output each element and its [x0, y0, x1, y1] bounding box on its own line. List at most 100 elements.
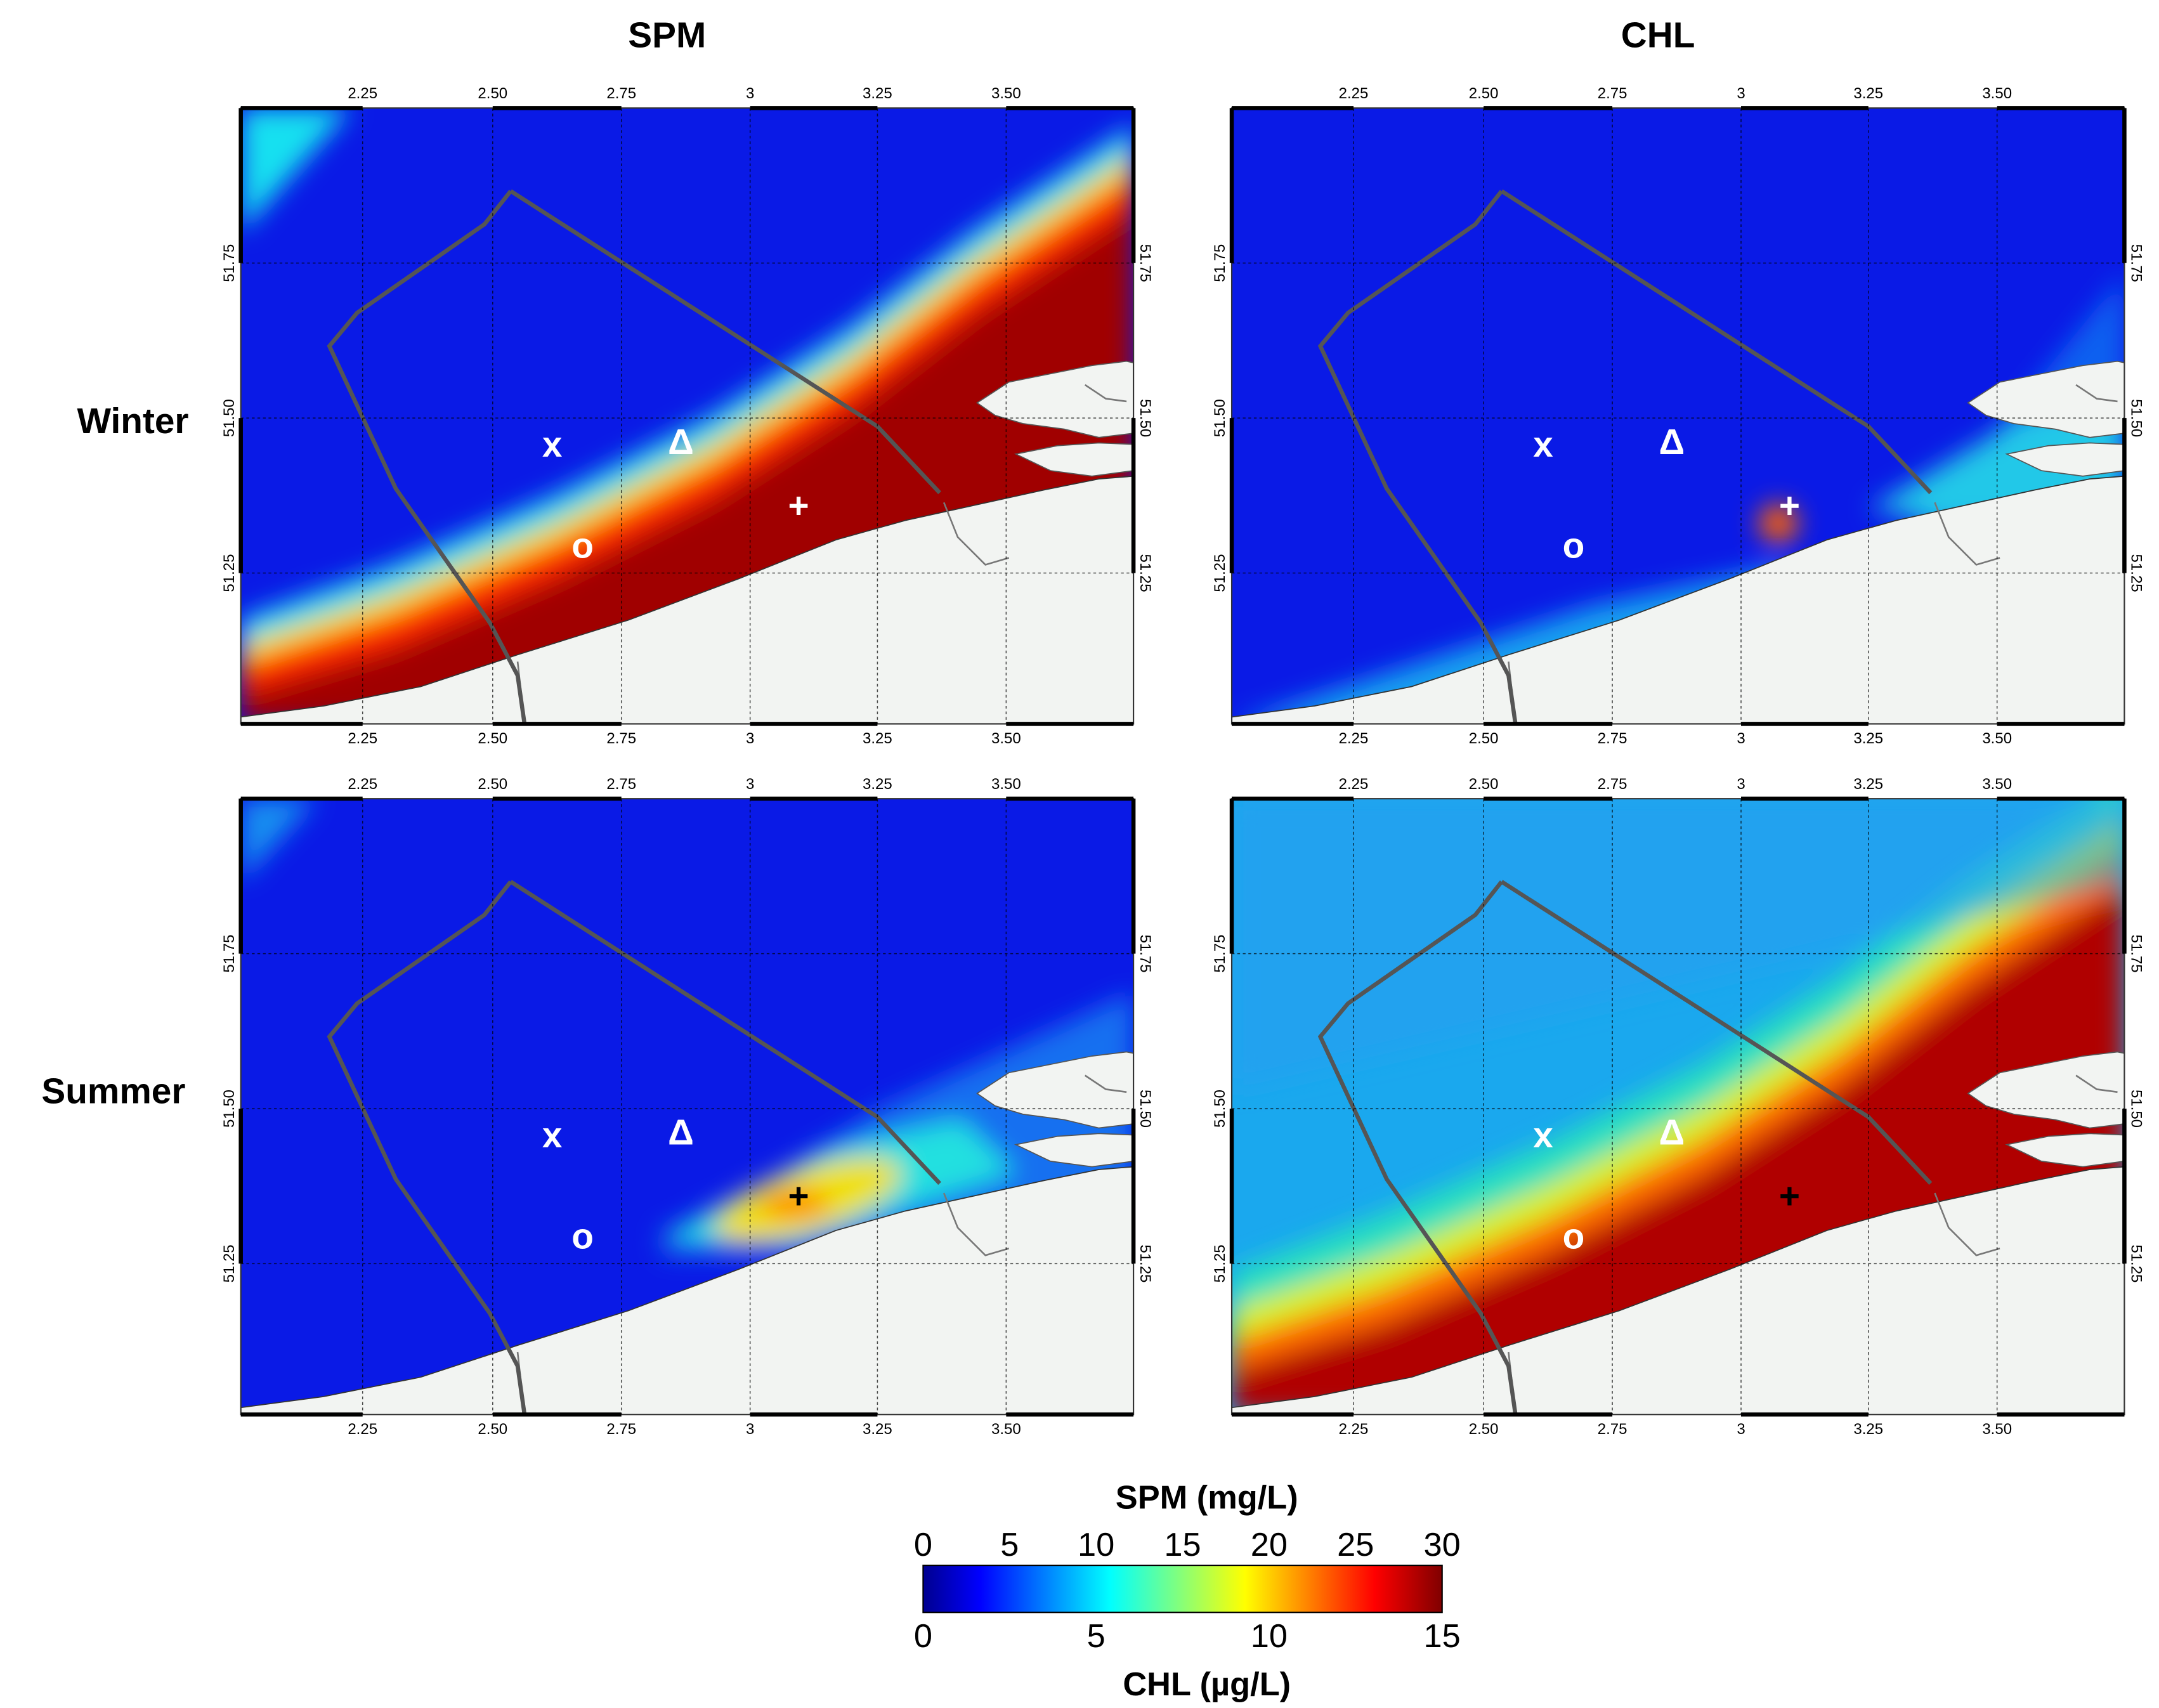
lat-tick-label: 51.50 — [1137, 399, 1154, 437]
lat-tick-label: 51.75 — [1211, 935, 1229, 973]
lon-tick-label: 3.50 — [991, 730, 1021, 747]
colorbar-spm-tick: 10 — [1078, 1527, 1114, 1563]
lat-tick-label: 51.50 — [2127, 1090, 2144, 1128]
station-delta-marker: Δ — [1659, 1113, 1685, 1153]
lon-tick-label: 2.25 — [1339, 1421, 1369, 1438]
station-plus-marker: + — [1779, 1177, 1800, 1216]
lat-tick-label: 51.75 — [2127, 244, 2144, 282]
lon-tick-label: 3.25 — [1853, 730, 1883, 747]
lon-tick-label: 2.25 — [348, 1421, 377, 1438]
colorbar-spm-title: SPM (mg/L) — [1116, 1480, 1298, 1516]
lat-tick-label: 51.75 — [221, 935, 238, 973]
lat-tick-label: 51.50 — [2127, 399, 2144, 437]
panel-chl-winter: 2.25 2.25 2.50 2.50 2.75 2.75 3 3 3.25 3.25 3.50 3.… — [1211, 85, 2144, 747]
lat-tick-label: 51.50 — [1211, 399, 1229, 437]
lon-tick-label: 2.75 — [1598, 1421, 1627, 1438]
lat-tick-label: 51.25 — [2127, 1244, 2144, 1282]
station-o-marker: o — [1563, 526, 1585, 566]
graticule — [1232, 799, 2125, 1415]
lon-tick-label: 2.75 — [606, 776, 636, 793]
coastline-land — [1232, 475, 2125, 724]
colorbar-chl-tick: 15 — [1424, 1618, 1461, 1655]
lon-tick-label: 2.50 — [1469, 730, 1499, 747]
lat-tick-label: 51.75 — [1211, 244, 1229, 282]
lon-tick-label: 3 — [746, 1421, 754, 1438]
island — [1014, 442, 1134, 477]
colorbar-gradient — [922, 1564, 1443, 1613]
panel-frame — [240, 798, 1135, 1416]
row-title-winter: Winter — [77, 401, 189, 441]
lon-tick-label: 2.75 — [606, 85, 636, 102]
lon-tick-label: 3.25 — [1853, 776, 1883, 793]
coastline-land — [240, 1166, 1134, 1415]
lat-tick-label: 51.75 — [1137, 935, 1154, 973]
lon-tick-label: 3 — [1737, 730, 1745, 747]
lon-tick-label: 3.25 — [863, 85, 892, 102]
lon-tick-label: 2.50 — [1469, 1421, 1499, 1438]
column-title-chl: CHL — [1621, 15, 1695, 55]
lat-tick-label: 51.75 — [2127, 935, 2144, 973]
lat-tick-label: 51.25 — [2127, 554, 2144, 592]
colorbar: SPM (mg/L) 0 5 10 15 20 25 30 0 5 10 15 CHL (µg/L… — [914, 1480, 1461, 1704]
lat-tick-label: 51.25 — [1137, 1244, 1154, 1282]
station-delta-marker: Δ — [668, 1113, 694, 1153]
lon-tick-label: 3.50 — [1982, 776, 2012, 793]
panel-frame — [240, 107, 1135, 725]
panel-frame — [1230, 107, 2125, 725]
lon-tick-label: 2.75 — [1598, 85, 1627, 102]
lon-tick-label: 3 — [746, 776, 754, 793]
lon-tick-label: 2.75 — [606, 730, 636, 747]
lon-tick-label: 2.25 — [1339, 85, 1369, 102]
colorbar-chl-title: CHL (µg/L) — [1123, 1666, 1291, 1703]
lon-tick-label: 2.50 — [1469, 776, 1499, 793]
colorbar-spm-tick: 0 — [914, 1527, 932, 1563]
lon-tick-label: 3.50 — [1982, 1421, 2012, 1438]
lon-tick-label: 3.25 — [863, 730, 892, 747]
station-x-marker: x — [1533, 425, 1553, 465]
station-plus-marker: + — [1779, 486, 1800, 526]
panel-chl-summer: 2.25 2.25 2.50 2.50 2.75 2.75 3 3 3.25 3.25 3.50 3.… — [1211, 776, 2144, 1438]
lon-tick-label: 3 — [1737, 85, 1745, 102]
colorbar-chl-tick: 5 — [1087, 1618, 1106, 1655]
lat-tick-label: 51.50 — [221, 399, 238, 437]
lat-tick-label: 51.75 — [1137, 244, 1154, 282]
lon-tick-label: 2.50 — [478, 85, 507, 102]
island — [2005, 442, 2125, 477]
lon-tick-label: 2.25 — [348, 85, 377, 102]
lon-tick-label: 3.25 — [863, 1421, 892, 1438]
station-o-marker: o — [571, 526, 594, 566]
lon-tick-label: 3.50 — [991, 85, 1021, 102]
lon-tick-label: 2.50 — [478, 730, 507, 747]
lon-tick-label: 3.50 — [1982, 85, 2012, 102]
lon-tick-label: 2.50 — [478, 1421, 507, 1438]
lon-tick-label: 3 — [746, 85, 754, 102]
lon-tick-label: 2.25 — [1339, 776, 1369, 793]
coastline-land — [1232, 1166, 2125, 1415]
lon-tick-label: 3.50 — [991, 1421, 1021, 1438]
station-o-marker: o — [1563, 1216, 1585, 1256]
lat-tick-label: 51.25 — [221, 554, 238, 592]
colorbar-spm-tick: 30 — [1424, 1527, 1461, 1563]
lon-tick-label: 3 — [1737, 1421, 1745, 1438]
lon-tick-label: 3.25 — [863, 776, 892, 793]
lon-tick-label: 2.50 — [478, 776, 507, 793]
colorbar-spm-tick: 15 — [1164, 1527, 1201, 1563]
lat-tick-label: 51.50 — [1137, 1090, 1154, 1128]
lat-tick-label: 51.75 — [221, 244, 238, 282]
station-plus-marker: + — [788, 486, 809, 526]
station-delta-marker: Δ — [1659, 422, 1685, 462]
colorbar-spm-tick: 25 — [1337, 1527, 1374, 1563]
colorbar-chl-tick: 0 — [914, 1618, 932, 1655]
panel-frame — [1230, 798, 2125, 1416]
panel-spm-summer: 2.25 2.25 2.50 2.50 2.75 2.75 3 3 3.25 3.25 3.50 3.… — [221, 776, 1154, 1438]
row-title-summer: Summer — [41, 1071, 185, 1111]
lat-tick-label: 51.50 — [221, 1090, 238, 1128]
colorbar-spm-tick: 20 — [1251, 1527, 1288, 1563]
lat-tick-label: 51.25 — [221, 1244, 238, 1282]
graticule — [240, 799, 1134, 1415]
station-o-marker: o — [571, 1216, 594, 1256]
station-delta-marker: Δ — [668, 422, 694, 462]
island — [2005, 1133, 2125, 1168]
lat-tick-label: 51.25 — [1137, 554, 1154, 592]
